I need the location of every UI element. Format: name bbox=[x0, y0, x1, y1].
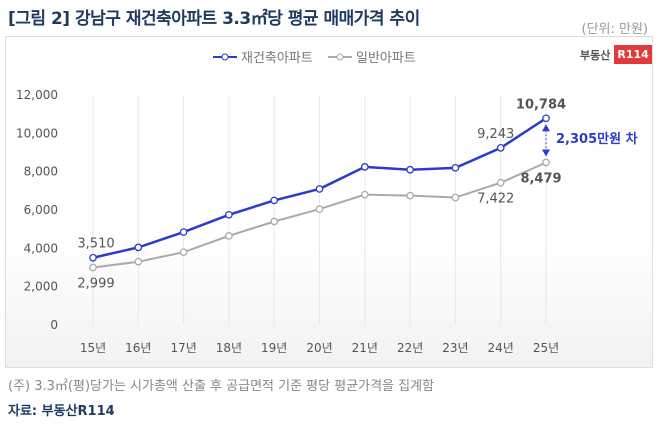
y-tick-label: 6,000 bbox=[24, 203, 58, 217]
x-tick-label: 20년 bbox=[306, 341, 332, 355]
legend-marker bbox=[221, 53, 229, 61]
line-chart: 15년 16년 17년 18년 19년 20년 21년 22년 23년 24년 25년 0 2,000 4… bbox=[16, 51, 638, 355]
x-tick-label: 19년 bbox=[261, 341, 287, 355]
x-tick-label: 22년 bbox=[397, 341, 423, 355]
x-tick-label: 24년 bbox=[488, 341, 514, 355]
y-tick-label: 4,000 bbox=[24, 241, 58, 255]
data-point bbox=[225, 232, 233, 240]
x-tick-label: 15년 bbox=[80, 341, 106, 355]
x-tick-label: 23년 bbox=[442, 341, 468, 355]
y-tick-label: 10,000 bbox=[16, 126, 58, 140]
data-point bbox=[406, 165, 414, 174]
data-label: 10,784 bbox=[516, 97, 566, 112]
y-tick-label: 0 bbox=[50, 318, 58, 332]
data-point bbox=[542, 114, 550, 123]
x-tick-label: 16년 bbox=[125, 341, 151, 355]
x-tick-label: 25년 bbox=[533, 341, 559, 355]
data-point bbox=[542, 158, 550, 167]
data-point bbox=[360, 163, 369, 171]
data-point bbox=[451, 163, 460, 172]
logo: 부동산 R114 bbox=[580, 45, 652, 64]
logo-text: 부동산 bbox=[580, 48, 611, 62]
x-tick-label: 17년 bbox=[170, 341, 196, 355]
data-point bbox=[179, 248, 188, 257]
data-point bbox=[270, 217, 279, 226]
footnote: (주) 3.3㎡(평)당가는 시가총액 산출 후 공급면적 기준 평당 평균가격… bbox=[8, 379, 435, 394]
y-tick-label: 8,000 bbox=[24, 165, 58, 179]
data-point bbox=[496, 178, 505, 187]
data-point bbox=[315, 185, 324, 193]
data-label: 8,479 bbox=[520, 171, 561, 186]
data-point bbox=[89, 253, 97, 262]
data-point bbox=[406, 191, 414, 200]
chart-title: [그림 2] 강남구 재건축아파트 3.3㎡당 평균 매매가격 추이 bbox=[8, 9, 420, 29]
x-tick-label: 21년 bbox=[352, 341, 378, 355]
legend-label: 일반아파트 bbox=[356, 51, 416, 66]
source: 자료: 부동산R114 bbox=[8, 404, 115, 419]
legend-label: 재건축아파트 bbox=[241, 51, 313, 66]
data-point bbox=[315, 205, 324, 213]
y-tick-label: 12,000 bbox=[16, 88, 58, 102]
y-tick-label: 2,000 bbox=[24, 280, 58, 294]
difference-annotation: 2,305만원 차 bbox=[556, 131, 638, 147]
chart-frame bbox=[5, 36, 653, 368]
data-point bbox=[270, 196, 279, 205]
data-label: 9,243 bbox=[477, 127, 514, 142]
x-tick-label: 18년 bbox=[216, 341, 242, 355]
arrow-down-icon bbox=[542, 149, 550, 157]
data-label: 2,999 bbox=[77, 277, 114, 292]
data-point bbox=[134, 243, 143, 252]
data-point bbox=[360, 190, 369, 199]
arrow-up-icon bbox=[542, 124, 550, 132]
data-label: 7,422 bbox=[477, 192, 514, 207]
legend-marker bbox=[336, 53, 344, 61]
data-point bbox=[134, 257, 143, 266]
data-point bbox=[89, 263, 97, 272]
data-point bbox=[225, 210, 233, 219]
unit-label: (단위: 만원) bbox=[581, 22, 649, 37]
data-label: 3,510 bbox=[77, 237, 114, 252]
data-point bbox=[179, 228, 188, 236]
data-point bbox=[451, 193, 460, 202]
data-point bbox=[496, 143, 505, 152]
logo-badge: R114 bbox=[614, 45, 652, 64]
